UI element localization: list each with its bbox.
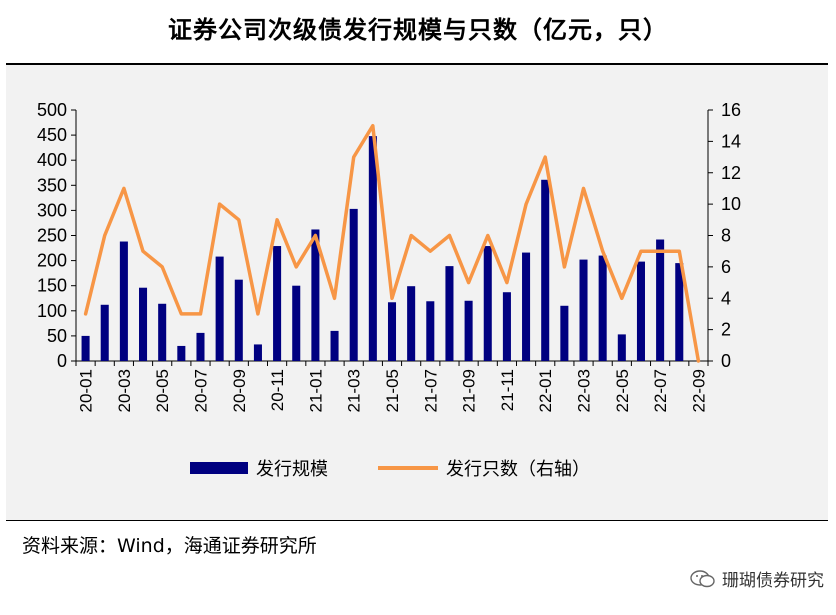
x-tick-label: 21-09	[460, 369, 479, 412]
x-tick-label: 20-09	[230, 369, 249, 412]
bar-issuance-size	[579, 259, 588, 361]
bar-issuance-size	[215, 256, 224, 361]
y-left-tick-label: 450	[37, 125, 67, 145]
y-right-tick-label: 4	[721, 288, 731, 308]
y-right-tick-label: 6	[721, 257, 731, 277]
chart-title: 证券公司次级债发行规模与只数（亿元，只）	[168, 15, 668, 44]
x-tick-label: 21-07	[421, 369, 440, 412]
bar-issuance-size	[483, 246, 492, 361]
x-tick-label: 21-11	[498, 369, 517, 411]
x-tick-label: 21-03	[345, 369, 364, 412]
legend-bar-swatch	[190, 462, 248, 474]
y-left-tick-label: 200	[37, 251, 67, 271]
bar-issuance-size	[407, 286, 416, 361]
bar-issuance-size	[196, 332, 205, 361]
bar-issuance-size	[273, 246, 282, 361]
x-tick-label: 22-05	[613, 369, 632, 412]
bar-issuance-size	[330, 330, 339, 361]
bar-issuance-size	[636, 261, 645, 361]
y-left-tick-label: 250	[37, 226, 67, 246]
bar-issuance-size	[445, 266, 454, 361]
bar-issuance-size	[464, 300, 473, 361]
bar-issuance-size	[349, 208, 358, 361]
wechat-icon	[690, 569, 715, 587]
watermark-text: 珊瑚债券研究	[722, 571, 824, 591]
x-tick-label: 22-09	[689, 369, 708, 412]
x-tick-label: 20-11	[268, 369, 287, 411]
bar-issuance-size	[177, 345, 186, 361]
watermark: 珊瑚债券研究	[690, 566, 824, 591]
source-note: 资料来源：Wind，海通证券研究所	[22, 535, 317, 557]
bar-issuance-size	[617, 334, 626, 361]
x-tick-label: 20-07	[191, 369, 210, 412]
bar-issuance-size	[100, 304, 109, 361]
y-right-tick-label: 0	[721, 351, 731, 371]
x-tick-label: 20-05	[153, 369, 172, 412]
bar-issuance-size	[502, 292, 511, 361]
x-tick-label: 22-03	[575, 369, 594, 412]
y-left-tick-label: 350	[37, 175, 67, 195]
x-tick-label: 22-07	[651, 369, 670, 412]
y-right-tick-label: 2	[721, 320, 731, 340]
bar-issuance-size	[119, 241, 128, 361]
line-issuance-count	[83, 123, 701, 363]
bar-issuance-size	[675, 263, 684, 361]
y-right-tick-label: 10	[721, 194, 741, 214]
y-left-tick-label: 500	[37, 100, 67, 120]
x-tick-label: 22-01	[536, 369, 555, 412]
bar-issuance-size	[541, 179, 550, 361]
bar-issuance-size	[292, 285, 301, 361]
y-right-tick-label: 14	[721, 131, 741, 151]
y-left-tick-label: 100	[37, 301, 67, 321]
bar-issuance-size	[598, 255, 607, 361]
bar-issuance-size	[522, 252, 531, 361]
bar-issuance-size	[368, 136, 377, 361]
legend-bar-label: 发行规模	[256, 459, 328, 480]
bar-issuance-size	[656, 239, 665, 361]
bar-issuance-size	[81, 335, 90, 361]
bar-issuance-size	[234, 279, 243, 361]
bar-issuance-size	[139, 287, 148, 361]
y-left-tick-label: 400	[37, 150, 67, 170]
y-left-tick-label: 300	[37, 200, 67, 220]
x-tick-label: 21-01	[306, 369, 325, 412]
x-tick-label: 21-05	[383, 369, 402, 412]
y-left-tick-label: 50	[47, 326, 67, 346]
x-tick-label: 20-01	[77, 369, 96, 412]
bar-issuance-size	[158, 303, 167, 361]
x-tick-label: 20-03	[115, 369, 134, 412]
bar-issuance-size	[426, 301, 435, 361]
y-right-tick-label: 16	[721, 100, 741, 120]
y-right-tick-label: 12	[721, 163, 741, 183]
title-divider	[6, 63, 828, 65]
bar-issuance-size	[387, 302, 397, 361]
y-right-tick-label: 8	[721, 226, 731, 246]
bar-issuance-size	[311, 229, 320, 361]
bar-issuance-size	[560, 305, 569, 361]
source-divider	[6, 520, 828, 521]
y-left-tick-label: 0	[57, 351, 67, 371]
y-left-tick-label: 150	[37, 276, 67, 296]
bar-issuance-size	[253, 344, 262, 361]
legend-line-label: 发行只数（右轴）	[446, 459, 590, 480]
